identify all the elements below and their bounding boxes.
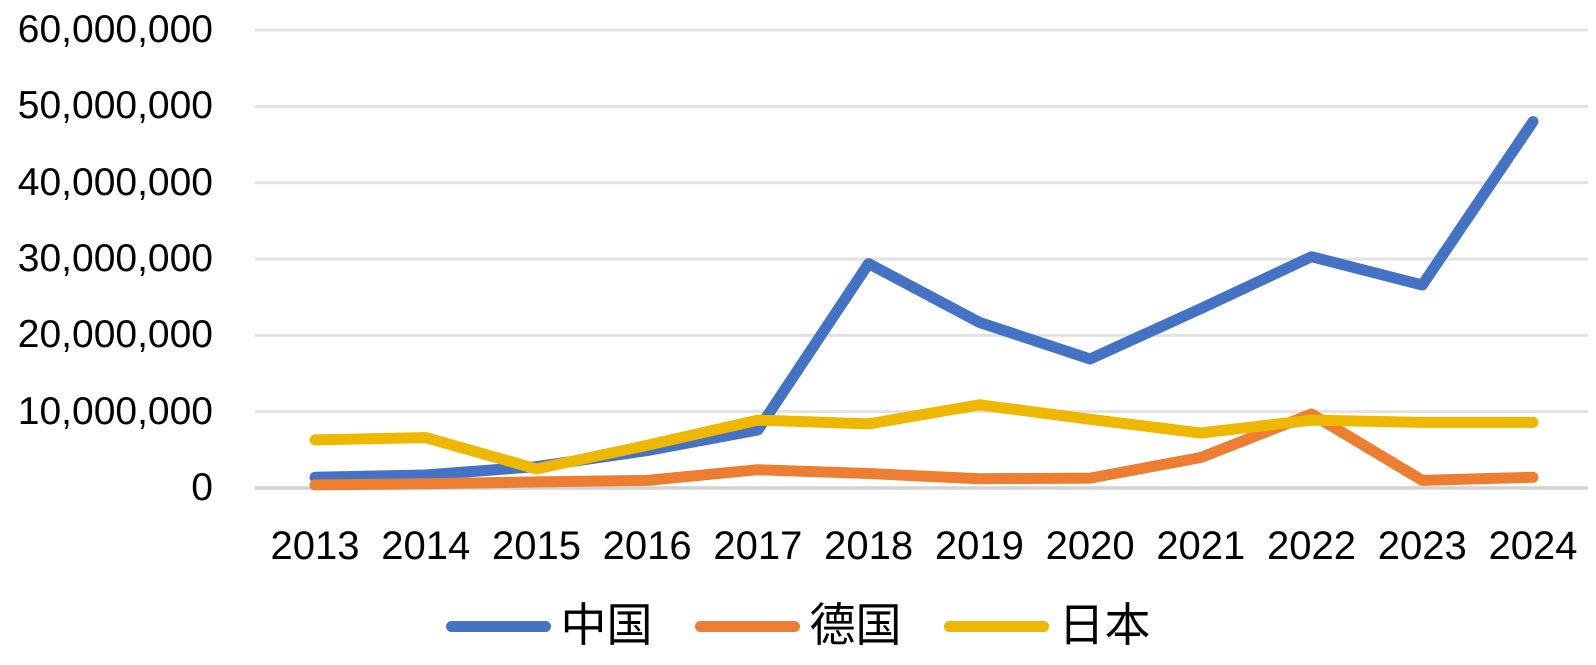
legend-label-japan: 日本 <box>1058 600 1151 651</box>
legend-item-japan: 日本 <box>943 600 1151 652</box>
series-line-日本 <box>309 399 1539 475</box>
legend-swatch-china-icon <box>445 620 551 632</box>
legend: 中国 德国 日本 <box>0 600 1596 652</box>
legend-item-china: 中国 <box>445 600 653 652</box>
legend-label-china: 中国 <box>560 600 653 651</box>
legend-label-germany: 德国 <box>809 600 902 651</box>
legend-swatch-japan-icon <box>943 620 1049 632</box>
legend-item-germany: 德国 <box>694 600 902 652</box>
legend-swatch-germany-icon <box>694 620 800 632</box>
